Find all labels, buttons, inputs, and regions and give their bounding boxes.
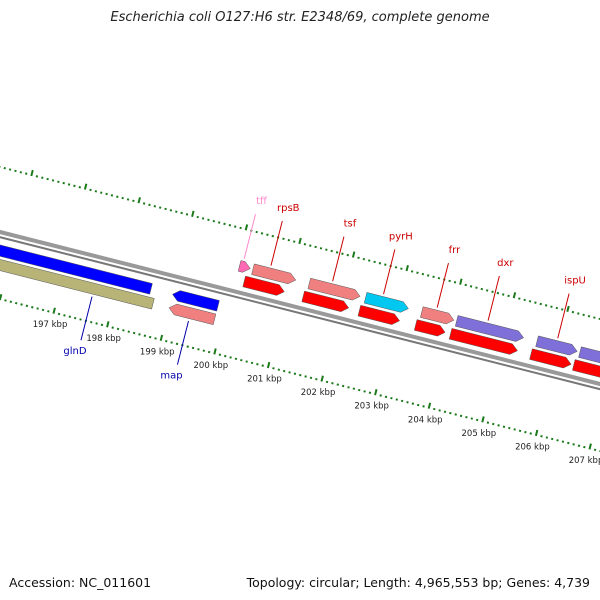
outer-tick (298, 237, 302, 245)
gene-leader-line (243, 214, 256, 259)
gene-leader-line (436, 262, 449, 308)
outer-tick (244, 224, 249, 231)
inner-tick (588, 443, 592, 450)
gene-feature (172, 290, 220, 312)
gene-feature (420, 306, 455, 325)
gene-feature (413, 319, 446, 337)
backbone-line-inner (0, 236, 600, 391)
inner-tick (481, 416, 485, 423)
backbone-layer (0, 229, 600, 391)
gene-feature (572, 359, 600, 378)
outer-tick (191, 210, 195, 217)
inner-tick (106, 321, 110, 328)
gene-label: tsf (344, 219, 357, 230)
gene-label: glnD (63, 346, 86, 357)
gene-feature (237, 260, 251, 273)
gene-feature (529, 348, 572, 369)
gene-label: frr (449, 245, 461, 256)
gene-label: dxr (497, 258, 514, 269)
outer-tick (83, 183, 88, 190)
outer-tick (405, 264, 409, 272)
gene-leader-line (80, 296, 93, 341)
inner-tick (534, 429, 539, 437)
outer-tick (459, 278, 463, 285)
backbone-line (0, 229, 600, 387)
inner-tick (52, 307, 56, 314)
gene-label: pyrH (389, 232, 413, 243)
accession-label: Accession: NC_011601 (9, 575, 152, 590)
gene-feature (357, 304, 400, 325)
gene-feature (454, 315, 524, 342)
gene-leader-line (270, 220, 283, 266)
gene-feature (168, 303, 217, 326)
outer-tick (137, 197, 141, 204)
gene-feature (578, 346, 600, 364)
gene-feature (363, 292, 409, 313)
inner-tick (213, 348, 217, 355)
kbp-label: 198 kbp (86, 334, 121, 344)
inner-tick (159, 334, 164, 342)
topology-label: Topology: circular; (246, 575, 360, 590)
outer-tick (351, 251, 356, 258)
genes-label: Genes: 4,739 (506, 575, 590, 590)
gene-label: map (160, 371, 182, 382)
gene-label: rpsB (277, 203, 300, 214)
gene-leader-line (176, 320, 189, 365)
inner-tick (374, 389, 378, 396)
length-label: Length: 4,965,553 bp; (363, 575, 503, 590)
gene-feature (535, 335, 578, 356)
gene-leader-line (487, 275, 500, 321)
gene-feature (0, 244, 153, 295)
outer-tick (30, 169, 34, 177)
gene-leader-line (557, 293, 570, 339)
kbp-label: 203 kbp (354, 402, 389, 412)
outer-tick (512, 292, 517, 299)
kbp-label: 206 kbp (515, 442, 550, 452)
kbp-label: 205 kbp (462, 429, 497, 439)
kbp-label: 204 kbp (408, 415, 443, 425)
genome-summary: Topology: circular; Length: 4,965,553 bp… (247, 575, 590, 590)
kbp-label: 199 kbp (140, 347, 175, 357)
kbp-label: 197 kbp (33, 320, 68, 330)
kbp-label: 207 kbp (569, 456, 600, 466)
inner-tick (320, 375, 324, 382)
kbp-label: 201 kbp (247, 375, 282, 385)
feature-layer (0, 244, 600, 378)
gene-leader-line (383, 249, 396, 295)
map-title: Escherichia coli O127:H6 str. E2348/69, … (110, 10, 490, 25)
label-layer: 197 kbp 198 kbp 199 kbp 200 kbp 201 kbp 202 k… (33, 196, 600, 466)
tick-layer (0, 165, 600, 453)
kbp-label: 202 kbp (301, 388, 336, 398)
inner-tick (427, 402, 432, 409)
gene-feature (251, 263, 297, 285)
gene-feature (0, 259, 155, 310)
gene-feature (301, 290, 350, 312)
gene-label: ispU (564, 276, 586, 287)
gene-label: tff (256, 196, 268, 207)
gene-feature (307, 277, 361, 301)
gene-feature (448, 328, 518, 355)
gene-feature (242, 275, 285, 296)
outer-tick (566, 305, 570, 313)
gene-leader-line (332, 236, 345, 282)
inner-tick (0, 293, 3, 301)
inner-tick (266, 361, 271, 369)
kbp-label: 200 kbp (194, 361, 229, 371)
